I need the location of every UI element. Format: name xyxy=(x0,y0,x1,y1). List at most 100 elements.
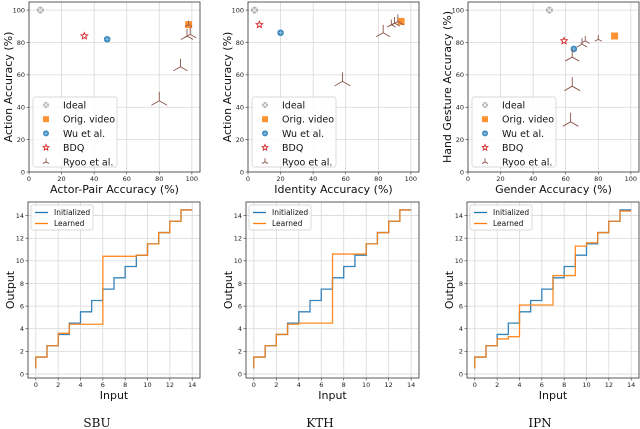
data-point-wu-et-al-cross xyxy=(571,46,576,51)
step-line-learned xyxy=(35,209,193,369)
legend-label: Wu et al. xyxy=(63,129,105,140)
data-point-ryoo-et-al xyxy=(594,35,602,42)
x-tick-label: 60 xyxy=(123,175,131,183)
legend-label: Initialized xyxy=(272,208,308,217)
x-tick-label: 10 xyxy=(362,381,370,389)
axes-frame xyxy=(245,201,420,379)
data-point-ideal-cross xyxy=(251,7,258,13)
y-axis-label: Hand Gesture Accuracy (%) xyxy=(441,11,454,163)
y-tick-label: 8 xyxy=(20,280,24,288)
y-axis-label: Output xyxy=(4,270,17,309)
y-tick-label: 40 xyxy=(236,104,244,112)
subplot-kth-line: 0 2 4 6 8 10 12 14 0 2 4 6 8 10 12 14 Input Output Initial… xyxy=(222,201,420,402)
y-tick-label: 20 xyxy=(456,136,464,144)
data-point-ryoo-et-al xyxy=(386,19,396,28)
x-tick-label: 80 xyxy=(374,175,382,183)
x-tick-label: 6 xyxy=(540,381,544,389)
x-tick-label: 80 xyxy=(155,175,163,183)
x-tick-label: 20 xyxy=(496,175,504,183)
y-tick-label: 100 xyxy=(232,6,244,14)
data-point-ryoo-et-al xyxy=(565,49,580,62)
data-point-ryoo-et-al xyxy=(375,24,391,38)
x-tick-label: 60 xyxy=(342,175,350,183)
legend-marker-cross xyxy=(262,102,268,108)
y-tick-label: 100 xyxy=(13,6,25,14)
legend-label: BDQ xyxy=(502,143,523,154)
y-tick-label: 6 xyxy=(238,302,242,310)
x-axis-label: Gender Accuracy (%) xyxy=(495,183,612,196)
caption-ipn: IPN xyxy=(528,416,551,429)
axes-frame xyxy=(466,201,640,379)
y-tick-label: 12 xyxy=(16,235,24,243)
subplot-sbu-line: 0 2 4 6 8 10 12 14 0 2 4 6 8 10 12 14 Input Output Initial… xyxy=(4,201,201,402)
x-tick-label: 10 xyxy=(143,381,151,389)
data-point-ryoo-et-al xyxy=(576,38,588,48)
axes-frame xyxy=(28,1,201,173)
legend-label: Ideal xyxy=(502,101,525,112)
subplot-ipn-scatter: 0 20 40 60 80 100 0 20 40 60 80 100 Gender Accuracy … xyxy=(441,1,640,196)
y-axis-label: Output xyxy=(222,270,235,309)
legend-marker-cross xyxy=(482,102,488,108)
x-axis-label: Identity Accuracy (%) xyxy=(274,183,392,196)
data-point-bdq xyxy=(559,36,569,45)
y-tick-label: 6 xyxy=(20,302,24,310)
y-tick-label: 60 xyxy=(17,71,25,79)
y-tick-label: 80 xyxy=(236,39,244,47)
legend-label: Ideal xyxy=(63,101,86,112)
step-line-learned xyxy=(253,209,412,369)
data-point-ryoo-et-al xyxy=(184,20,193,28)
x-tick-label: 40 xyxy=(90,175,98,183)
data-point-wu-et-al-cross xyxy=(105,37,110,42)
y-tick-label: 0 xyxy=(240,168,244,176)
y-axis-label: Action Accuracy (%) xyxy=(2,32,15,143)
x-tick-label: 10 xyxy=(582,381,590,389)
x-tick-label: 0 xyxy=(27,175,31,183)
axes-frame xyxy=(467,1,640,173)
x-tick-label: 12 xyxy=(385,381,393,389)
caption-kth: KTH xyxy=(306,416,333,429)
legend-label: Learned xyxy=(493,219,524,228)
legend-marker xyxy=(481,143,489,151)
data-point-bdq xyxy=(254,20,264,29)
axes-frame xyxy=(247,1,420,173)
y-tick-label: 40 xyxy=(17,104,25,112)
legend-marker-cross xyxy=(263,131,267,136)
data-point-ryoo-et-al xyxy=(334,72,351,87)
y-tick-label: 2 xyxy=(459,348,463,356)
legend-label: Orig. video xyxy=(63,115,115,126)
x-axis-label: Input xyxy=(100,389,129,402)
y-tick-label: 60 xyxy=(236,71,244,79)
x-tick-label: 8 xyxy=(123,381,127,389)
y-tick-label: 12 xyxy=(234,235,242,243)
y-axis-label: Action Accuracy (%) xyxy=(221,32,234,143)
y-tick-label: 12 xyxy=(455,235,463,243)
data-point-ryoo-et-al xyxy=(562,112,579,127)
x-tick-label: 100 xyxy=(186,175,198,183)
legend-label: Wu et al. xyxy=(502,129,544,140)
legend-label: Initialized xyxy=(493,208,529,217)
x-tick-label: 14 xyxy=(407,381,415,389)
legend-marker xyxy=(261,158,269,164)
y-tick-label: 0 xyxy=(238,370,242,378)
plot-area xyxy=(28,202,200,378)
y-tick-label: 4 xyxy=(20,325,24,333)
data-point-ryoo-et-al xyxy=(564,77,581,92)
y-tick-label: 10 xyxy=(234,257,242,265)
step-line-learned xyxy=(474,210,632,369)
x-tick-label: 14 xyxy=(188,381,196,389)
x-tick-label: 0 xyxy=(34,381,38,389)
y-tick-label: 6 xyxy=(459,302,463,310)
y-tick-label: 40 xyxy=(456,104,464,112)
legend-marker xyxy=(481,158,489,164)
subplot-kth-scatter: 0 20 40 60 80 100 0 20 40 60 80 100 Identity Accurac… xyxy=(221,1,420,196)
x-tick-label: 0 xyxy=(473,381,477,389)
y-tick-label: 100 xyxy=(452,6,464,14)
x-tick-label: 4 xyxy=(78,381,82,389)
data-point-orig-video xyxy=(611,32,619,40)
x-tick-label: 8 xyxy=(562,381,566,389)
data-point-ryoo-et-al xyxy=(173,58,188,72)
data-point-ideal-cross xyxy=(546,7,553,13)
y-tick-label: 8 xyxy=(238,280,242,288)
x-tick-label: 14 xyxy=(627,381,635,389)
